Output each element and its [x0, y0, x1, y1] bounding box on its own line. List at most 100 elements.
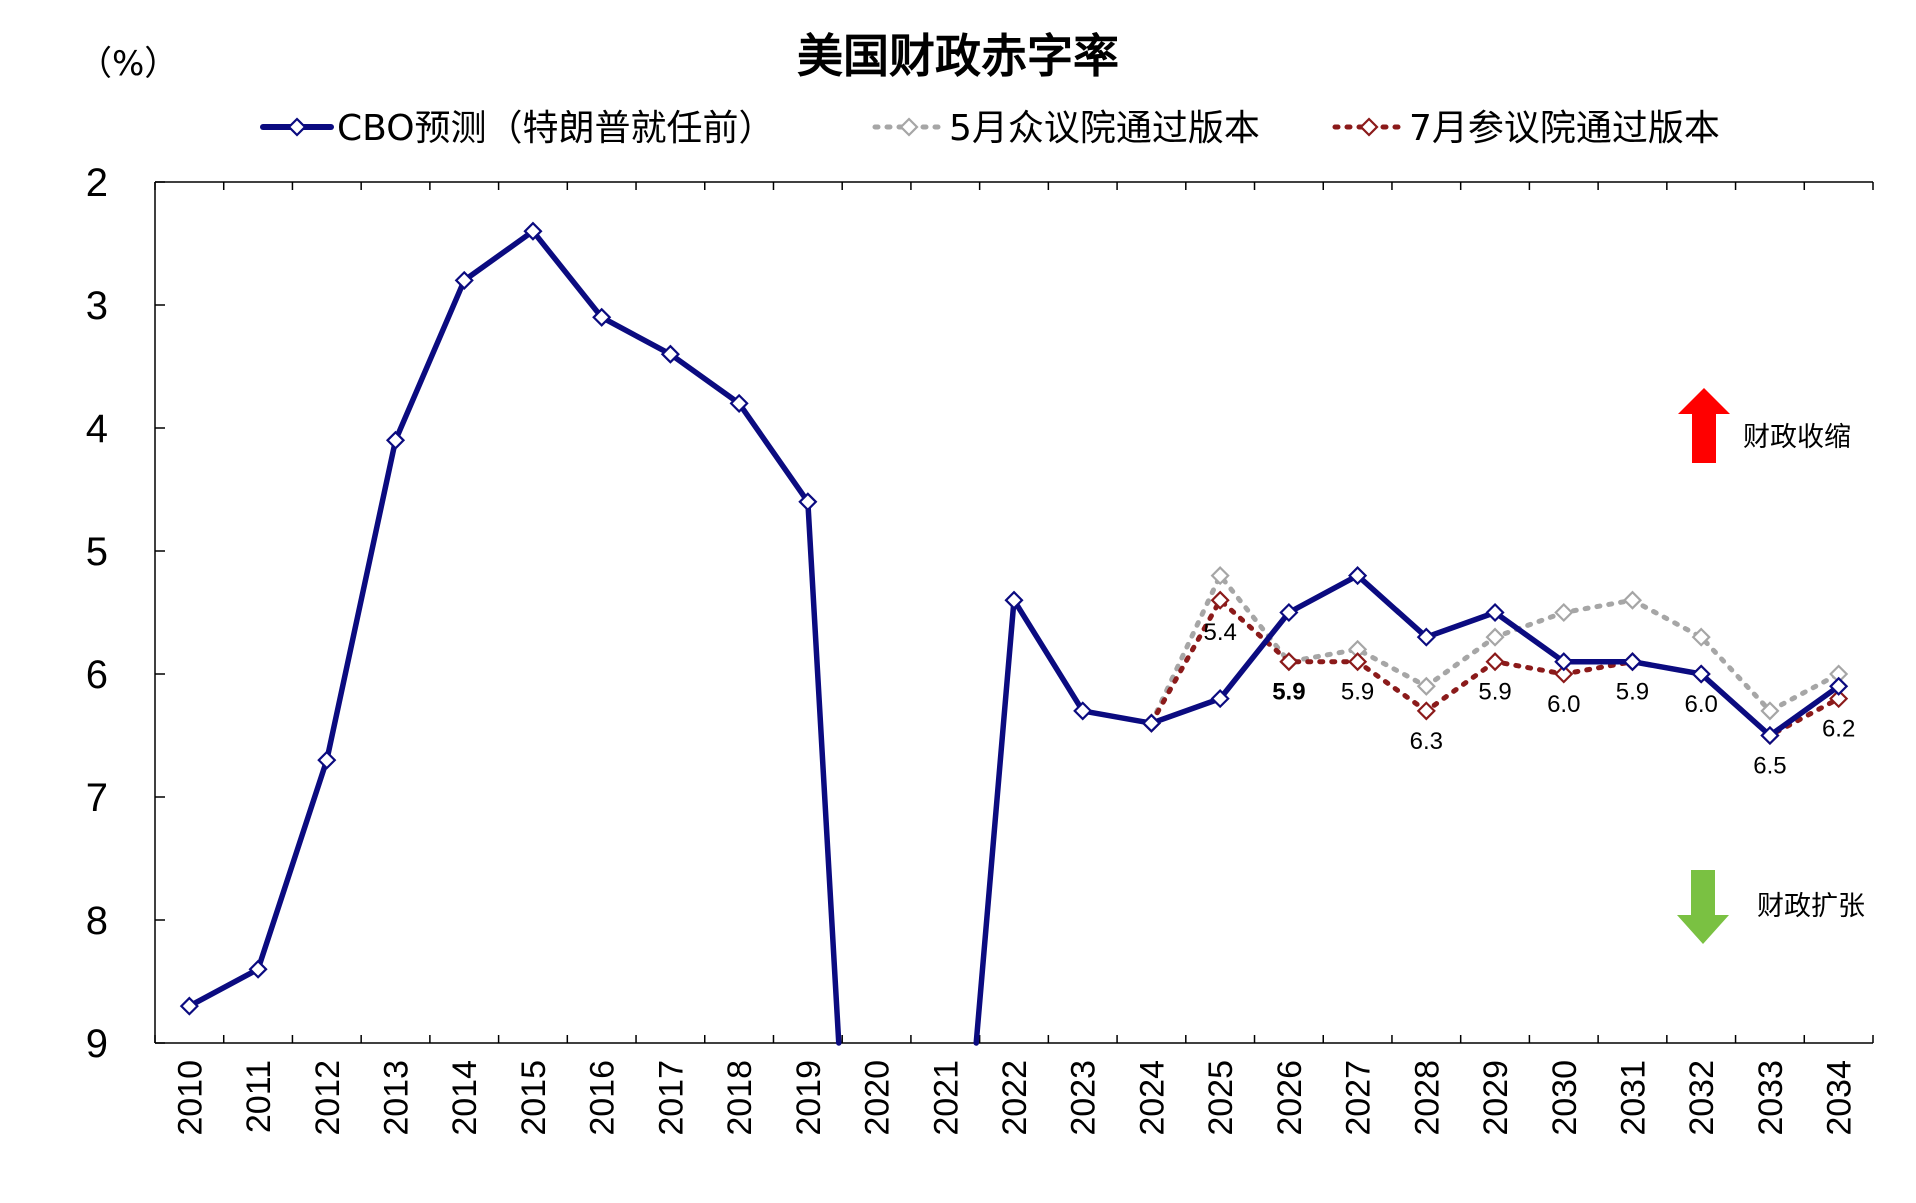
- x-tick-label: 2025: [1202, 1060, 1240, 1136]
- series-offscale-segment: [805, 499, 842, 1046]
- x-tick-label: 2018: [721, 1060, 759, 1136]
- series-marker: [1210, 566, 1230, 586]
- y-tick-label: 6: [86, 653, 108, 697]
- x-tick-label: 2024: [1133, 1060, 1171, 1136]
- series-marker: [1554, 652, 1574, 672]
- x-tick-label: 2016: [584, 1060, 622, 1136]
- legend-marker: [287, 117, 307, 137]
- series-offscale-segment: [973, 597, 1017, 1046]
- series-layer: [179, 221, 1849, 1046]
- x-tick-label: 2023: [1065, 1060, 1103, 1136]
- x-tick-label: 2014: [446, 1060, 484, 1136]
- x-tick-label: 2029: [1477, 1060, 1515, 1136]
- x-tick-label: 2021: [927, 1060, 965, 1136]
- x-tick-label: 2017: [652, 1060, 690, 1136]
- x-tick-label: 2031: [1614, 1060, 1652, 1136]
- data-label: 5.9: [1616, 679, 1649, 706]
- series-marker: [1622, 590, 1643, 610]
- series-marker: [179, 996, 199, 1016]
- x-tick-label: 2027: [1340, 1060, 1378, 1136]
- series-marker: [1416, 701, 1436, 721]
- legend-marker: [1359, 117, 1379, 137]
- x-tick-label: 2020: [859, 1060, 897, 1136]
- axes: 2 3 4 5 6 7 8 9 2010 2011 2012 2013 2014 2015 2016 2017…: [86, 161, 1874, 1136]
- series-marker: [1622, 652, 1643, 672]
- series-marker: [1485, 602, 1505, 623]
- arrow-up-icon: [1678, 388, 1730, 463]
- annotation-up-label: 财政收缩: [1743, 422, 1851, 453]
- series-marker: [1279, 652, 1299, 672]
- y-tick-label: 3: [86, 284, 108, 328]
- series-marker: [798, 492, 818, 512]
- series-marker: [1210, 689, 1230, 709]
- data-label: 6.0: [1547, 691, 1580, 718]
- series-0: [179, 221, 1849, 1046]
- x-tick-label: 2010: [171, 1060, 209, 1136]
- x-tick-label: 2022: [996, 1060, 1034, 1136]
- series-marker: [1760, 701, 1780, 721]
- series-marker: [1073, 701, 1093, 721]
- y-tick-label: 8: [86, 899, 108, 943]
- x-tick-label: 2032: [1683, 1060, 1721, 1136]
- series-marker: [1691, 627, 1711, 647]
- series-marker: [454, 270, 474, 290]
- data-label: 6.2: [1822, 716, 1855, 743]
- x-tick-label: 2012: [309, 1060, 347, 1136]
- y-tick-label: 7: [86, 776, 108, 820]
- y-tick-label: 9: [86, 1022, 108, 1066]
- data-label: 5.9: [1478, 679, 1511, 706]
- series-marker: [523, 221, 543, 241]
- x-tick-label: 2015: [515, 1060, 553, 1136]
- series-marker: [248, 959, 268, 979]
- series-marker: [1554, 664, 1574, 684]
- x-tick-label: 2013: [378, 1060, 416, 1136]
- data-label: 5.9: [1341, 679, 1374, 706]
- series-marker: [660, 344, 680, 364]
- series-marker: [1554, 602, 1574, 623]
- data-label: 5.4: [1203, 619, 1236, 646]
- unit-label: （%）: [78, 44, 178, 84]
- annotation-down-label: 财政扩张: [1757, 891, 1865, 922]
- x-tick-label: 2030: [1546, 1060, 1584, 1136]
- y-tick-label: 4: [86, 407, 108, 451]
- series-marker: [385, 430, 406, 450]
- data-label: 6.0: [1685, 691, 1718, 718]
- series-marker: [1485, 627, 1505, 647]
- data-label: 6.5: [1753, 753, 1786, 780]
- y-tick-label: 5: [86, 530, 108, 574]
- series-marker: [1416, 627, 1436, 647]
- legend-label: 7月参议院通过版本: [1409, 108, 1720, 149]
- data-label: 6.3: [1410, 728, 1443, 755]
- series-marker: [1141, 713, 1161, 733]
- series-marker: [1210, 590, 1230, 610]
- series-marker: [317, 750, 337, 770]
- series-marker: [1485, 652, 1505, 672]
- series-marker: [1416, 676, 1436, 696]
- series-marker: [729, 393, 749, 413]
- series-marker: [592, 307, 612, 327]
- series-marker: [1691, 664, 1711, 684]
- series-marker: [1760, 725, 1780, 746]
- arrow-down-icon: [1677, 870, 1729, 944]
- chart-title: 美国财政赤字率: [797, 29, 1119, 83]
- series-line: [186, 228, 811, 1009]
- series-marker: [1348, 566, 1368, 586]
- x-tick-label: 2028: [1408, 1060, 1446, 1136]
- legend-marker: [899, 117, 919, 137]
- x-tick-label: 2033: [1752, 1060, 1790, 1136]
- series-marker: [1829, 676, 1849, 696]
- x-tick-label: 2019: [790, 1060, 828, 1136]
- series-marker: [1829, 689, 1849, 709]
- legend: CBO预测（特朗普就任前） 5月众议院通过版本 7月参议院通过版本: [260, 108, 1720, 149]
- series-marker: [1348, 652, 1368, 672]
- legend-label: CBO预测（特朗普就任前）: [337, 108, 775, 149]
- x-tick-label: 2034: [1821, 1060, 1859, 1136]
- data-label: 5.9: [1272, 679, 1305, 706]
- x-tick-label: 2011: [240, 1060, 278, 1133]
- legend-label: 5月众议院通过版本: [949, 108, 1260, 149]
- x-tick-label: 2026: [1271, 1060, 1309, 1136]
- series-marker: [1279, 602, 1299, 623]
- series-marker: [1004, 590, 1024, 610]
